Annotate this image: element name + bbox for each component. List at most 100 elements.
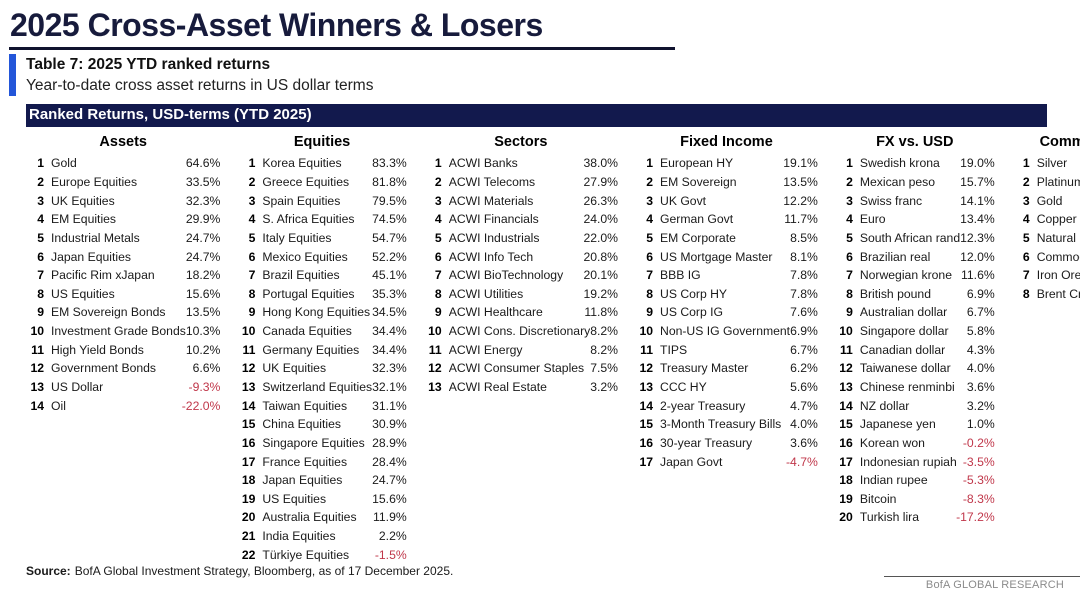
asset-name: Japanese yen [859,417,936,432]
asset-name: Bitcoin [859,491,897,506]
asset-name: Singapore Equities [262,435,365,450]
rank-cell: 6 [248,249,256,264]
table-row: 5 South African rand 12.3% [835,229,995,248]
asset-name: ACWI Consumer Staples [448,361,585,376]
return-value: 32.1% [372,380,407,394]
asset-name: ACWI Financials [448,212,539,227]
rank-cell: 2 [37,174,44,189]
asset-name: Italy Equities [262,230,332,245]
asset-name: Government Bonds [51,361,157,376]
rank-cell: 20 [241,510,256,525]
rank-cell: 9 [37,305,44,320]
return-value: 5.8% [966,324,995,339]
table-row: 9 Australian dollar 6.7% [835,303,995,322]
table-row: 13 US Dollar -9.3% [26,378,220,397]
rank-cell: 10 [839,324,853,339]
table-caption-block: Table 7: 2025 YTD ranked returns Year-to… [9,54,1080,96]
return-value: -0.2% [962,435,995,450]
table-row: 9 ACWI Healthcare 11.8% [424,303,618,322]
asset-name: UK Govt [660,193,707,208]
asset-name: US Equities [51,286,115,301]
asset-name: ACWI Real Estate [448,380,547,394]
rank-cell: 6 [37,249,44,264]
table-row: 8 ACWI Utilities 19.2% [424,284,618,303]
table-row: 4 German Govt 11.7% [635,210,818,229]
asset-name: Taiwanese dollar [859,361,951,376]
rank-cell: 10 [428,324,442,339]
return-value: 28.9% [372,435,407,450]
rank-cell: 5 [434,230,442,245]
return-value: 14.1% [960,193,995,208]
rank-cell: 7 [646,268,654,283]
asset-name: Japan Govt [660,454,723,469]
table-row: 9 Hong Kong Equities 34.5% [237,303,407,322]
return-value: 6.9% [790,324,818,339]
asset-name: S. Africa Equities [262,212,355,227]
rank-cell: 10 [241,324,256,339]
return-value: 13.4% [960,212,995,227]
table-row: 14 NZ dollar 3.2% [835,396,994,415]
table-row: 15 Japanese yen 1.0% [835,415,994,434]
rank-cell: 5 [846,230,853,245]
asset-name: Germany Equities [262,342,360,357]
table-row: 2 Mexican peso 15.7% [835,173,995,192]
table-row: 2 ACWI Telecoms 27.9% [424,173,618,192]
return-value: 19.1% [783,156,818,171]
asset-name: Switzerland Equities [262,380,373,394]
table-row: 1 ACWI Banks 38.0% [424,154,618,173]
column-header-sectors: Sectors [494,134,548,150]
asset-name: Commodities [1036,249,1080,264]
asset-name: ACWI Materials [448,193,534,208]
table-row: 10 Canada Equities 34.4% [237,322,407,341]
table-row: 9 EM Sovereign Bonds 13.5% [26,303,220,322]
rank-cell: 7 [248,268,256,283]
rank-cell: 17 [839,454,853,469]
return-value: 20.8% [583,249,619,264]
rank-cell: 13 [428,380,442,394]
table-row: 3 Swiss franc 14.1% [835,191,995,210]
return-value: 10.2% [185,342,221,357]
return-value: 3.2% [590,380,619,394]
rank-cell: 9 [646,305,654,320]
table-row: 12 UK Equities 32.3% [237,359,407,378]
table-row: 18 Indian rupee -5.3% [835,471,994,490]
column-fx-vs-usd: FX vs. USD 1 Swedish krona 19.0% 2 Mexican pe… [835,134,995,564]
table-row: 13 Switzerland Equities 32.1% [237,378,407,397]
return-value: 79.5% [372,193,407,208]
column-header-fx-vs-usd: FX vs. USD [876,134,954,150]
rank-cell: 8 [846,286,853,301]
asset-name: CCC HY [660,380,707,394]
asset-name: Swiss franc [859,193,923,208]
table-row: 6 Japan Equities 24.7% [26,247,220,266]
asset-name: High Yield Bonds [51,342,144,357]
table-subcaption: Year-to-date cross asset returns in US d… [26,77,374,94]
return-value: 34.4% [372,324,407,339]
return-value: 7.8% [790,268,818,283]
asset-name: Korea Equities [262,156,342,171]
table-row: 16 Singapore Equities 28.9% [237,434,407,453]
rank-cell: 4 [37,212,44,227]
table-row: 16 Korean won -0.2% [835,434,995,453]
rank-cell: 7 [434,268,442,283]
return-value: 28.4% [372,454,407,469]
return-value: -3.5% [962,454,995,469]
rank-cell: 12 [428,361,442,376]
asset-name: US Equities [262,491,327,506]
rank-cell: 11 [242,342,256,357]
rank-cell: 7 [1022,268,1030,283]
ranked-returns-table: Assets 1 Gold 64.6% 2 Europe Equities 33.5% 3 UK… [26,134,1080,564]
page-title: 2025 Cross-Asset Winners & Losers [10,7,543,43]
table-row: 2 Europe Equities 33.5% [26,173,220,192]
table-row: 11 Canadian dollar 4.3% [835,340,995,359]
table-row: 10 Non-US IG Government 6.9% [635,322,818,341]
rank-cell: 14 [30,398,44,413]
table-row: 6 Brazilian real 12.0% [835,247,995,266]
table-row: 4 EM Equities 29.9% [26,210,220,229]
return-value: 7.8% [790,286,818,301]
rank-cell: 3 [37,193,44,208]
return-value: 30.9% [372,417,407,432]
return-value: 24.0% [583,212,619,227]
return-value: 13.5% [185,305,221,320]
table-row: 8 British pound 6.9% [835,284,995,303]
asset-name: Non-US IG Government [660,324,791,339]
